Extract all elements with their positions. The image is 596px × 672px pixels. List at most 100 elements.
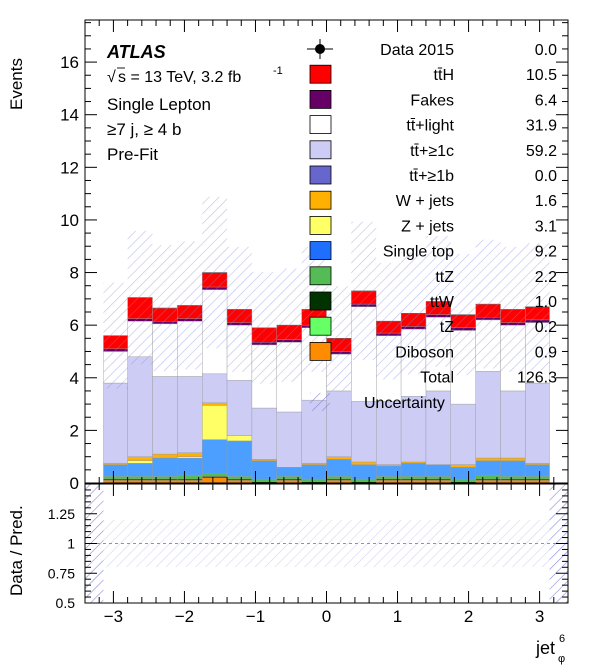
legend-swatch <box>309 316 332 336</box>
x-axis-title: jet 6 φ <box>535 633 565 665</box>
bin-ttz <box>127 476 153 480</box>
bin-single-top <box>103 464 128 477</box>
legend-value: 2.2 <box>535 269 557 286</box>
legend-label: Fakes <box>410 92 454 109</box>
energy-text: s = 13 TeV, 3.2 fb <box>118 69 241 86</box>
legend-label: Data 2015 <box>380 42 454 59</box>
legend-entry-ttw: ttW 1.0 <box>309 291 557 311</box>
x-tick-label: 2 <box>464 607 473 626</box>
ratio-panel: 0.5 0.75 1 1.25 −3 −2 −1 0 1 2 3 Data / Pred. jet… <box>7 483 569 665</box>
legend-swatch <box>309 64 332 84</box>
bin-tt-1c <box>525 382 550 464</box>
ratio-y-axis: 0.5 0.75 1 1.25 <box>48 489 568 611</box>
sqrt-symbol: √ <box>107 69 116 86</box>
legend-swatch <box>309 165 332 185</box>
y-tick-label: 6 <box>70 316 79 335</box>
legend-swatch <box>309 215 332 235</box>
legend-entry-w-jets: W + jets 1.6 <box>309 190 557 210</box>
x-tick-label: −2 <box>175 607 194 626</box>
bin-single-top <box>226 440 253 477</box>
bin-ttz <box>400 476 427 480</box>
main-y-axis-label: Events <box>7 58 26 110</box>
legend-value: 3.1 <box>535 218 557 235</box>
y-tick-label: 14 <box>60 106 79 125</box>
bin-tt-1c <box>475 370 501 459</box>
main-x-ticks <box>84 20 569 483</box>
bin-diboson <box>201 477 228 483</box>
main-y-axis: 0 2 4 6 8 10 12 14 16 <box>60 22 568 493</box>
bin-z-jets <box>226 435 253 442</box>
legend-entry-single-top: Single top 9.2 <box>309 241 557 261</box>
bin-w-jets <box>201 402 228 406</box>
bin-tt-1c <box>376 401 402 465</box>
bin-tt-1c <box>177 376 203 453</box>
bin-w-jets <box>500 457 526 461</box>
legend-swatch <box>309 341 332 361</box>
legend-swatch <box>309 140 332 160</box>
legend-label: Z + jets <box>401 218 454 235</box>
selection-label: ≥7 j, ≥ 4 b <box>107 120 181 139</box>
bin-single-top <box>177 457 203 476</box>
legend-entry-fakes: Fakes 6.4 <box>309 90 557 109</box>
bin-single-top <box>425 464 452 477</box>
legend-swatch <box>309 190 332 210</box>
bin-w-jets <box>152 453 178 459</box>
x-tick-label: 0 <box>322 607 331 626</box>
legend-entry-z-jets: Z + jets 3.1 <box>309 215 557 235</box>
ratio-x-axis: −3 −2 −1 0 1 2 3 <box>84 484 569 626</box>
x-axis-title-sub: φ <box>558 653 565 665</box>
legend-swatch <box>309 241 332 261</box>
uncertainty-bin <box>202 196 228 349</box>
legend-entry-tz: tZ 0.2 <box>309 316 557 336</box>
bin-single-top <box>201 439 228 474</box>
legend-entry-total: Total 126.3 <box>420 370 557 387</box>
bin-single-top <box>276 467 302 477</box>
uncertainty-bin <box>376 262 402 380</box>
uncertainty-bin <box>227 246 252 372</box>
legend-label: Single top <box>383 244 454 261</box>
legend-swatch <box>309 291 332 311</box>
uncertainty-bin <box>450 254 476 376</box>
legend-value: 1.0 <box>535 294 557 311</box>
legend-value: 1.6 <box>535 193 557 210</box>
bin-single-top <box>152 457 178 477</box>
legend-label: Diboson <box>395 344 454 361</box>
main-panel: 0 2 4 6 8 10 12 14 16 Events ATLAS √ s = 13 TeV,… <box>7 19 569 493</box>
ratio-y-axis-label: Data / Pred. <box>7 505 26 596</box>
bin-tt-1c <box>226 380 253 436</box>
y-tick-label: 2 <box>70 421 79 440</box>
channel-label: Single Lepton <box>107 95 211 114</box>
ratio-y-tick-label: 1 <box>67 536 75 552</box>
legend-value: 9.2 <box>535 244 557 261</box>
uncertainty-bin <box>251 271 277 384</box>
x-tick-label: −3 <box>104 607 123 626</box>
bin-w-jets <box>326 456 352 460</box>
legend-value: 10.5 <box>526 67 557 84</box>
legend-entry-tt-light: tt̄+light 31.9 <box>309 115 557 135</box>
legend-marker-dot <box>315 44 325 54</box>
bin-tt-1c <box>201 373 228 403</box>
legend-hatch-swatch <box>310 392 330 411</box>
y-tick-label: 16 <box>60 53 79 72</box>
legend-swatch <box>309 90 332 109</box>
uncertainty-band <box>103 196 550 391</box>
legend-value: 59.2 <box>526 143 557 160</box>
legend-label: W + jets <box>396 193 454 210</box>
bin-ttz <box>525 476 550 480</box>
bin-ttz <box>425 476 452 480</box>
bin-w-jets <box>450 464 476 468</box>
energy-superscript: -1 <box>273 65 283 77</box>
legend-entry-ttz: ttZ 2.2 <box>309 266 557 286</box>
uncertainty-bin <box>127 230 153 365</box>
bin-ttz <box>226 476 253 480</box>
x-tick-label: 3 <box>535 607 544 626</box>
bin-z-jets <box>127 460 153 464</box>
legend-label: tZ <box>440 319 454 336</box>
legend-swatch <box>309 266 332 286</box>
legend-entry-data-2015: Data 2015 0.0 <box>307 39 557 59</box>
uncertainty-bin <box>177 241 203 370</box>
bin-single-top <box>127 463 153 477</box>
y-tick-label: 8 <box>70 264 79 283</box>
y-tick-label: 10 <box>60 211 79 230</box>
